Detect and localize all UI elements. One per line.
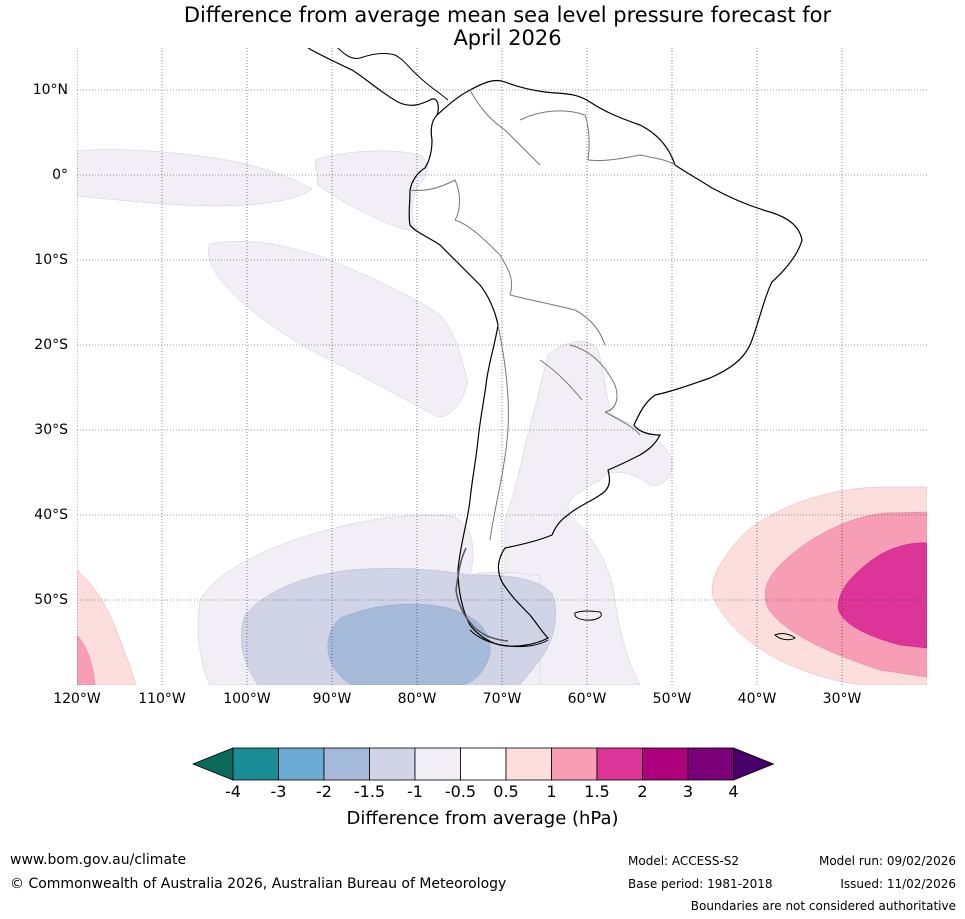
map-title: Difference from average mean sea level p…	[0, 4, 965, 50]
border-uruguay-brazil	[604, 411, 641, 436]
footer-model: Model: ACCESS-S2	[628, 854, 740, 868]
lon-label-90w: 90°W	[312, 691, 352, 707]
anomaly-area-gulf-guayaquil	[314, 150, 428, 233]
lon-label-110w: 110°W	[138, 691, 186, 707]
coastline-falkland-islands	[574, 610, 602, 621]
colorbar-segment	[232, 747, 279, 781]
coastline-south-america	[408, 79, 803, 647]
colorbar-segment	[642, 747, 689, 781]
border-venezuela-brazil	[519, 110, 590, 161]
colorbar-segment	[687, 747, 734, 781]
border-argentina-bolivia	[539, 359, 583, 401]
anomaly-area-pacific-corner-plus0-5	[77, 569, 137, 685]
colorbar-tick-label: 1.5	[584, 782, 610, 801]
anomaly-area-southern-ocean-minus2	[327, 603, 491, 685]
footer-disclaimer: Boundaries are not considered authoritat…	[690, 899, 956, 913]
border-guianas	[587, 154, 676, 166]
lon-label-80w: 80°W	[397, 691, 437, 707]
lat-label-30s: 30°S	[34, 422, 68, 438]
lon-label-40w: 40°W	[737, 691, 777, 707]
chilean-archipelago	[455, 547, 509, 642]
coastline-south-georgia	[774, 633, 796, 641]
border-chile-argentina	[489, 324, 509, 541]
colorbar-segment	[505, 747, 552, 781]
colorbar-tick-label: -1	[407, 782, 423, 801]
colorbar-tick-label: -1.5	[353, 782, 386, 801]
lat-label-10n: 10°N	[32, 82, 68, 98]
lon-label-60w: 60°W	[567, 691, 607, 707]
lat-label-40s: 40°S	[34, 507, 68, 523]
lon-label-70w: 70°W	[482, 691, 522, 707]
border-ecuador-peru	[409, 179, 460, 221]
lat-label-50s: 50°S	[34, 592, 68, 608]
anomaly-area-equatorial-pacific	[77, 149, 313, 207]
colorbar-tick-label: 1	[546, 782, 557, 801]
border-colombia-venezuela	[469, 89, 541, 166]
colorbar-tick-label: 0.5	[493, 782, 519, 801]
colorbar-segment	[278, 747, 325, 781]
title-line-2: April 2026	[453, 26, 562, 50]
lat-label-0: 0°	[52, 167, 68, 183]
anomaly-area-pacific-corner-plus1	[77, 634, 96, 685]
colorbar-segment	[551, 747, 598, 781]
colorbar-under-arrow	[191, 747, 234, 781]
colorbar-segment	[414, 747, 461, 781]
border-paraguay	[569, 344, 618, 413]
coastline-yucatan-caribbean	[337, 48, 449, 101]
colorbar-segment	[323, 747, 370, 781]
colorbar-tick-label: -0.5	[444, 782, 477, 801]
colorbar-tick-label: -4	[225, 782, 241, 801]
lon-label-50w: 50°W	[652, 691, 692, 707]
coastline-tierra-del-fuego	[469, 629, 549, 648]
colorbar-tick-label: 3	[682, 782, 694, 801]
footer-issued: Issued: 11/02/2026	[840, 877, 956, 891]
colorbar-segment	[596, 747, 643, 781]
footer-copyright: © Commonwealth of Australia 2026, Austra…	[10, 876, 507, 892]
border-peru-brazil	[454, 219, 513, 296]
colorbar-tick-label: 2	[637, 782, 648, 801]
colorbar-segment	[369, 747, 416, 781]
colorbar-tick-label: -2	[316, 782, 332, 801]
border-bolivia	[509, 294, 606, 346]
footer-base-period: Base period: 1981-2018	[628, 877, 773, 891]
footer-url[interactable]: www.bom.gov.au/climate	[10, 852, 187, 868]
lon-label-30w: 30°W	[822, 691, 862, 707]
lat-label-10s: 10°S	[34, 252, 68, 268]
footer-model-run: Model run: 09/02/2026	[818, 854, 956, 868]
colorbar-tick-label: 4	[728, 782, 739, 801]
colorbar-title: Difference from average (hPa)	[346, 808, 619, 829]
colorbar-over-arrow	[733, 747, 775, 781]
lon-label-120w: 120°W	[53, 691, 101, 707]
country-borders	[409, 89, 676, 541]
colorbar-segment	[460, 747, 507, 781]
lon-label-100w: 100°W	[223, 691, 271, 707]
graticule	[77, 48, 927, 685]
colorbar-tick-label: -3	[270, 782, 287, 801]
coastline-central-america	[307, 48, 439, 116]
title-line-1: Difference from average mean sea level p…	[183, 3, 832, 27]
lat-label-20s: 20°S	[34, 337, 68, 353]
